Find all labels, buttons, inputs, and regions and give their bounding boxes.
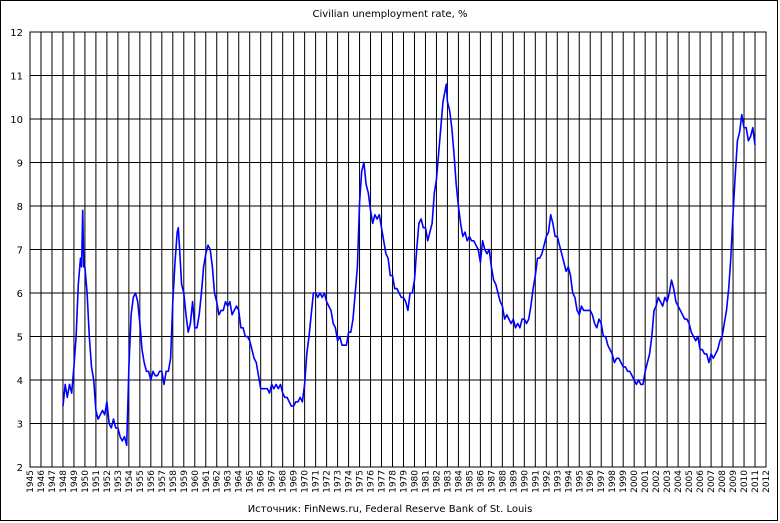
x-tick-label-1980: 1980 (410, 470, 420, 493)
x-tick-label-2004: 2004 (674, 470, 684, 493)
x-tick-label-1970: 1970 (301, 470, 311, 493)
x-tick-label-2010: 2010 (740, 470, 750, 493)
x-axis-tick-labels: 1945 1946 1947 1948 1949 1950 1951 1952 1953 1954… (26, 470, 772, 493)
x-tick-label-1997: 1997 (597, 470, 607, 493)
y-tick-label-12: 12 (10, 28, 23, 39)
x-tick-label-1979: 1979 (399, 470, 409, 493)
chart-title: Civilian unemployment rate, % (312, 9, 468, 20)
x-tick-label-1974: 1974 (345, 470, 355, 493)
x-tick-label-1968: 1968 (279, 470, 289, 493)
x-tick-label-1998: 1998 (608, 470, 618, 493)
x-tick-label-2003: 2003 (663, 470, 673, 493)
x-tick-label-1951: 1951 (92, 470, 102, 493)
x-tick-label-1989: 1989 (509, 470, 519, 493)
x-tick-label-1978: 1978 (389, 470, 399, 493)
y-tick-label-6: 6 (17, 289, 23, 300)
x-tick-label-2012: 2012 (762, 470, 772, 493)
x-tick-label-1949: 1949 (70, 470, 80, 493)
x-tick-label-1956: 1956 (147, 470, 157, 493)
x-tick-label-1959: 1959 (180, 470, 190, 493)
x-tick-label-1967: 1967 (268, 470, 278, 493)
x-tick-label-1991: 1991 (531, 470, 541, 493)
x-tick-label-1955: 1955 (136, 470, 146, 493)
x-tick-label-1957: 1957 (158, 470, 168, 493)
x-tick-label-2001: 2001 (641, 470, 651, 493)
source-note: Источник: FinNews.ru, Federal Reserve Ba… (247, 504, 533, 515)
x-tick-label-1960: 1960 (191, 470, 201, 493)
x-tick-label-1986: 1986 (476, 470, 486, 493)
x-tick-label-2005: 2005 (685, 470, 695, 493)
y-tick-label-11: 11 (10, 72, 23, 83)
y-tick-label-3: 3 (17, 420, 23, 431)
x-tick-label-1988: 1988 (498, 470, 508, 493)
x-tick-label-1990: 1990 (520, 470, 530, 493)
x-tick-label-1985: 1985 (465, 470, 475, 493)
x-tick-label-1952: 1952 (103, 470, 113, 493)
x-tick-label-1999: 1999 (619, 470, 629, 493)
x-tick-label-1964: 1964 (235, 470, 245, 493)
x-tick-label-1976: 1976 (367, 470, 377, 493)
x-tick-label-1945: 1945 (26, 470, 36, 493)
x-tick-label-1963: 1963 (224, 470, 234, 493)
series-group (62, 83, 756, 447)
x-tick-label-1983: 1983 (443, 470, 453, 493)
x-tick-label-1996: 1996 (586, 470, 596, 493)
x-tick-label-1966: 1966 (257, 470, 267, 493)
x-tick-label-1975: 1975 (356, 470, 366, 493)
x-tick-label-1972: 1972 (323, 470, 333, 493)
y-tick-label-5: 5 (17, 333, 23, 344)
x-tick-label-2007: 2007 (707, 470, 717, 493)
x-tick-label-1969: 1969 (290, 470, 300, 493)
x-tick-label-1965: 1965 (246, 470, 256, 493)
x-tick-label-1993: 1993 (553, 470, 563, 493)
x-tick-label-1987: 1987 (487, 470, 497, 493)
plot-area (29, 31, 767, 468)
x-tick-label-1958: 1958 (169, 470, 179, 493)
y-tick-label-9: 9 (17, 159, 23, 170)
x-tick-label-1971: 1971 (312, 470, 322, 493)
x-tick-label-2000: 2000 (630, 470, 640, 493)
horizontal-gridlines (30, 31, 766, 468)
y-tick-label-8: 8 (17, 202, 23, 213)
y-tick-label-4: 4 (17, 376, 23, 387)
x-tick-label-1994: 1994 (564, 470, 574, 493)
x-tick-label-1995: 1995 (575, 470, 585, 493)
x-tick-label-1982: 1982 (432, 470, 442, 493)
x-tick-label-1992: 1992 (542, 470, 552, 493)
x-tick-label-1954: 1954 (125, 470, 135, 493)
y-tick-label-7: 7 (17, 246, 23, 257)
x-tick-label-2006: 2006 (696, 470, 706, 493)
x-tick-label-1950: 1950 (81, 470, 91, 493)
y-tick-label-2: 2 (17, 463, 23, 474)
x-tick-label-1981: 1981 (421, 470, 431, 493)
x-tick-label-2011: 2011 (751, 470, 761, 493)
y-tick-label-10: 10 (10, 115, 23, 126)
x-tick-label-2009: 2009 (729, 470, 739, 493)
x-tick-label-1947: 1947 (48, 470, 58, 493)
x-tick-label-1953: 1953 (114, 470, 124, 493)
series-line-0 (62, 83, 756, 447)
x-tick-label-2008: 2008 (718, 470, 728, 493)
x-tick-label-1977: 1977 (378, 470, 388, 493)
x-tick-label-1946: 1946 (37, 470, 47, 493)
x-tick-label-1962: 1962 (213, 470, 223, 493)
y-axis-tick-labels: 2 3 4 5 6 7 8 9 10 11 12 (10, 28, 23, 474)
x-tick-label-1948: 1948 (59, 470, 69, 493)
x-tick-label-2002: 2002 (652, 470, 662, 493)
x-tick-label-1961: 1961 (202, 470, 212, 493)
x-tick-label-1973: 1973 (334, 470, 344, 493)
x-tick-label-1984: 1984 (454, 470, 464, 493)
